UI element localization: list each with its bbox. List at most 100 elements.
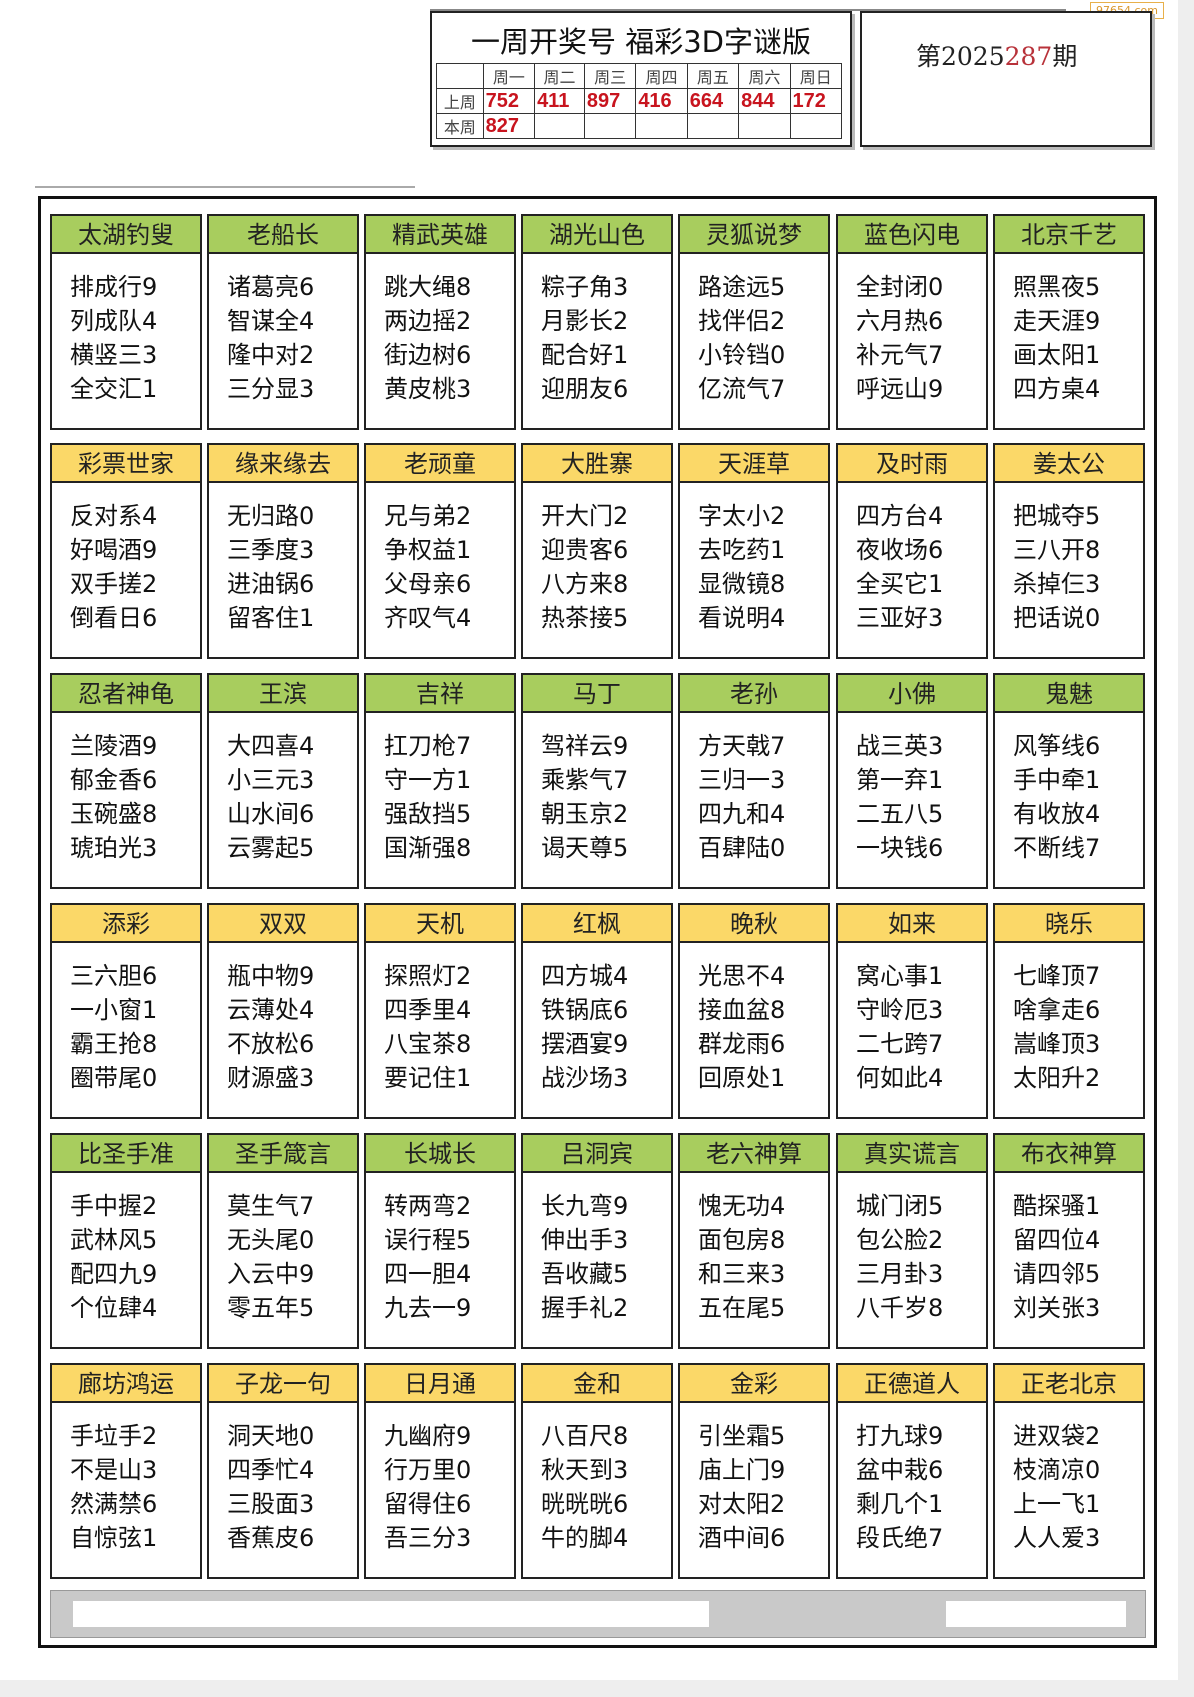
- card-lines: 反对系4 好喝酒9 双手搓2 倒看日6: [52, 483, 200, 635]
- riddle-card: 红枫 四方城4 铁锅底6 摆酒宴9 战沙场3: [521, 903, 673, 1119]
- riddle-line: 香蕉皮6: [227, 1524, 315, 1552]
- riddle-line: 兰陵酒9: [70, 732, 158, 760]
- riddle-card: 吕洞宾 长九弯9 伸出手3 吾收藏5 握手礼2: [521, 1133, 673, 1349]
- card-lines: 八百尺8 秋天到3 晄晄晄6 牛的脚4: [523, 1403, 671, 1555]
- riddle-line: 反对系4: [70, 502, 158, 530]
- result-cell: 897: [583, 88, 637, 114]
- riddle-line: 好喝酒9: [70, 536, 158, 564]
- riddle-line: 三亚好3: [856, 604, 944, 632]
- riddle-line: 二五八5: [856, 800, 944, 828]
- riddle-line: 把城夺5: [1013, 502, 1101, 530]
- riddle-card: 彩票世家 反对系4 好喝酒9 双手搓2 倒看日6: [50, 443, 202, 659]
- riddle-line: 全买它1: [856, 570, 944, 598]
- card-lines: 方天戟7 三归一3 四九和4 百肆陆0: [680, 713, 828, 865]
- riddle-line: 云薄处4: [227, 996, 315, 1024]
- riddle-card: 鬼魅 风筝线6 手中牵1 有收放4 不断线7: [993, 673, 1145, 889]
- riddle-card: 布衣神算 酷探骚1 留四位4 请四邻5 刘关张3: [993, 1133, 1145, 1349]
- riddle-card: 姜太公 把城夺5 三八开8 杀掉仨3 把话说0: [993, 443, 1145, 659]
- riddle-line: 四方城4: [541, 962, 629, 990]
- riddle-line: 秋天到3: [541, 1456, 629, 1484]
- result-cell: [583, 113, 637, 139]
- riddle-line: 光思不4: [698, 962, 786, 990]
- riddle-line: 愧无功4: [698, 1192, 786, 1220]
- card-lines: 莫生气7 无头尾0 入云中9 零五年5: [209, 1173, 357, 1325]
- riddle-line: 零五年5: [227, 1294, 315, 1322]
- card-lines: 路途远5 找伴侣2 小铃铛0 亿流气7: [680, 254, 828, 406]
- day-header: 周四: [635, 63, 688, 89]
- riddle-line: 全交汇1: [70, 375, 158, 403]
- riddle-line: 开大门2: [541, 502, 629, 530]
- result-cell: 827: [482, 113, 536, 139]
- card-title: 彩票世家: [52, 445, 200, 483]
- riddle-line: 要记住1: [384, 1064, 472, 1092]
- riddle-line: 四方桌4: [1013, 375, 1101, 403]
- riddle-line: 包公脸2: [856, 1226, 944, 1254]
- card-lines: 无归路0 三季度3 进油锅6 留客住1: [209, 483, 357, 635]
- riddle-line: 九去一9: [384, 1294, 472, 1322]
- corner-cell: [436, 63, 484, 89]
- card-title: 马丁: [523, 675, 671, 713]
- riddle-line: 配合好1: [541, 341, 629, 369]
- riddle-card: 正老北京 进双袋2 枝滴凉0 上一飞1 人人爱3: [993, 1363, 1145, 1579]
- riddle-line: 百肆陆0: [698, 834, 786, 862]
- card-title: 添彩: [52, 905, 200, 943]
- bottom-bar-field: [73, 1601, 709, 1627]
- riddle-line: 留得住6: [384, 1490, 472, 1518]
- card-title: 太湖钓叟: [52, 216, 200, 254]
- riddle-line: 剩几个1: [856, 1490, 944, 1518]
- riddle-line: 庙上门9: [698, 1456, 786, 1484]
- riddle-card: 缘来缘去 无归路0 三季度3 进油锅6 留客住1: [207, 443, 359, 659]
- riddle-line: 九幽府9: [384, 1422, 472, 1450]
- row-label: 上周: [436, 88, 484, 114]
- issue-suffix: 期: [1052, 42, 1078, 71]
- riddle-line: 一块钱6: [856, 834, 944, 862]
- riddle-card: 圣手箴言 莫生气7 无头尾0 入云中9 零五年5: [207, 1133, 359, 1349]
- riddle-line: 方天戟7: [698, 732, 786, 760]
- riddle-card: 天涯草 字太小2 去吃药1 显微镜8 看说明4: [678, 443, 830, 659]
- card-title: 缘来缘去: [209, 445, 357, 483]
- card-lines: 手中握2 武林风5 配四九9 个位肆4: [52, 1173, 200, 1325]
- card-lines: 粽子角3 月影长2 配合好1 迎朋友6: [523, 254, 671, 406]
- riddle-card: 大胜寨 开大门2 迎贵客6 八方来8 热茶接5: [521, 443, 673, 659]
- card-title: 晚秋: [680, 905, 828, 943]
- bottom-bar-field: [946, 1601, 1126, 1627]
- card-title: 金彩: [680, 1365, 828, 1403]
- card-lines: 把城夺5 三八开8 杀掉仨3 把话说0: [995, 483, 1143, 635]
- riddle-line: 牛的脚4: [541, 1524, 629, 1552]
- riddle-line: 倒看日6: [70, 604, 158, 632]
- riddle-line: 战沙场3: [541, 1064, 629, 1092]
- riddle-line: 莫生气7: [227, 1192, 315, 1220]
- result-cell: 844: [738, 88, 791, 114]
- card-title: 蓝色闪电: [838, 216, 986, 254]
- riddle-line: 照黑夜5: [1013, 273, 1101, 301]
- table-header-row: 周一 周二 周三 周四 周五 周六 周日: [436, 63, 843, 89]
- riddle-line: 四九和4: [698, 800, 786, 828]
- result-cell: 172: [789, 88, 843, 114]
- riddle-card: 灵狐说梦 路途远5 找伴侣2 小铃铛0 亿流气7: [678, 214, 830, 430]
- riddle-line: 排成行9: [70, 273, 158, 301]
- riddle-card: 日月通 九幽府9 行万里0 留得住6 吾三分3: [364, 1363, 516, 1579]
- riddle-line: 一小窗1: [70, 996, 158, 1024]
- riddle-line: 上一飞1: [1013, 1490, 1101, 1518]
- riddle-line: 横竖三3: [70, 341, 158, 369]
- riddle-card: 如来 窝心事1 守岭厄3 二七跨7 何如此4: [836, 903, 988, 1119]
- riddle-line: 不是山3: [70, 1456, 158, 1484]
- riddle-line: 补元气7: [856, 341, 944, 369]
- riddle-line: 手中牵1: [1013, 766, 1101, 794]
- card-title: 子龙一句: [209, 1365, 357, 1403]
- riddle-line: 入云中9: [227, 1260, 315, 1288]
- riddle-card: 老孙 方天戟7 三归一3 四九和4 百肆陆0: [678, 673, 830, 889]
- card-lines: 城门闭5 包公脸2 三月卦3 八千岁8: [838, 1173, 986, 1325]
- riddle-line: 洞天地0: [227, 1422, 315, 1450]
- riddle-card: 蓝色闪电 全封闭0 六月热6 补元气7 呼远山9: [836, 214, 988, 430]
- card-lines: 风筝线6 手中牵1 有收放4 不断线7: [995, 713, 1143, 865]
- riddle-line: 五在尾5: [698, 1294, 786, 1322]
- riddle-line: 扛刀枪7: [384, 732, 472, 760]
- result-cell: [789, 113, 843, 139]
- riddle-line: 窝心事1: [856, 962, 944, 990]
- card-lines: 排成行9 列成队4 横竖三3 全交汇1: [52, 254, 200, 406]
- card-title: 日月通: [366, 1365, 514, 1403]
- result-cell: 416: [635, 88, 688, 114]
- riddle-grid-frame: [38, 196, 1157, 1648]
- riddle-line: 齐叹气4: [384, 604, 472, 632]
